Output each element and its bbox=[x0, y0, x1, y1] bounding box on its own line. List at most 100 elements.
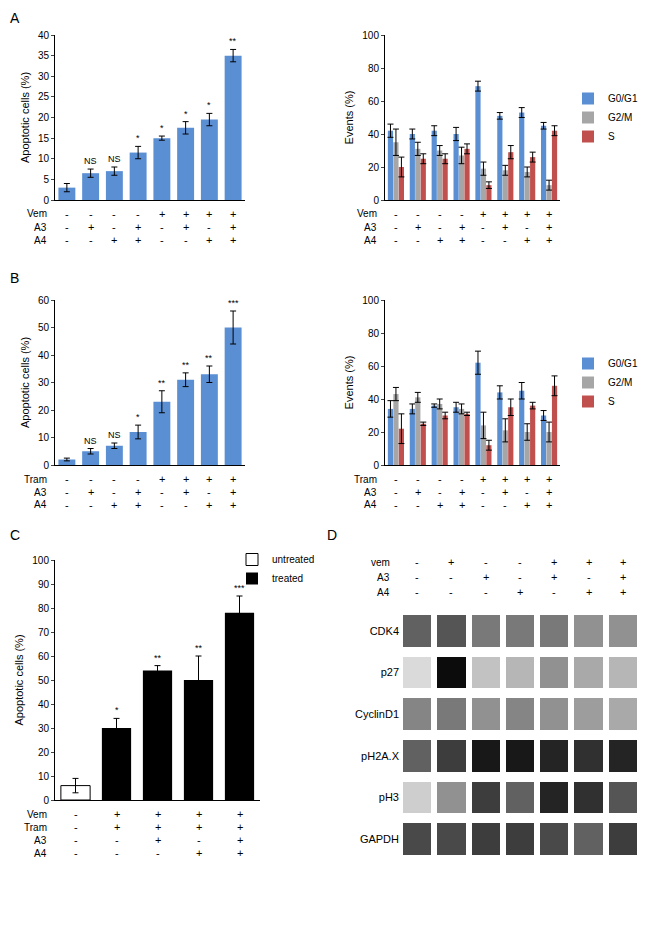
svg-text:+: + bbox=[483, 571, 489, 583]
svg-text:20: 20 bbox=[368, 162, 380, 173]
svg-text:S: S bbox=[608, 131, 615, 142]
svg-text:A3: A3 bbox=[377, 572, 390, 583]
svg-text:-: - bbox=[74, 834, 78, 846]
svg-text:40: 40 bbox=[368, 394, 380, 405]
svg-text:80: 80 bbox=[368, 63, 380, 74]
svg-text:+: + bbox=[88, 486, 94, 498]
svg-text:+: + bbox=[155, 834, 161, 846]
svg-text:+: + bbox=[237, 847, 243, 859]
svg-text:*: * bbox=[115, 705, 119, 715]
svg-text:+: + bbox=[230, 208, 236, 220]
svg-text:CDK4: CDK4 bbox=[370, 625, 399, 637]
svg-text:+: + bbox=[459, 234, 465, 246]
svg-text:*: * bbox=[160, 123, 164, 133]
svg-text:-: - bbox=[65, 486, 69, 498]
svg-text:-: - bbox=[416, 499, 420, 511]
svg-text:+: + bbox=[230, 473, 236, 485]
svg-text:Apoptotic cells (%): Apoptotic cells (%) bbox=[19, 72, 31, 163]
svg-text:-: - bbox=[525, 486, 529, 498]
svg-text:+: + bbox=[196, 821, 202, 833]
svg-text:+: + bbox=[159, 208, 165, 220]
svg-text:-: - bbox=[115, 847, 119, 859]
svg-text:Events (%): Events (%) bbox=[343, 356, 355, 410]
svg-text:-: - bbox=[112, 473, 116, 485]
svg-text:+: + bbox=[620, 556, 626, 568]
svg-text:-: - bbox=[503, 234, 507, 246]
svg-text:0: 0 bbox=[43, 460, 49, 471]
svg-text:-: - bbox=[484, 556, 488, 568]
svg-text:-: - bbox=[587, 571, 591, 583]
svg-text:-: - bbox=[518, 556, 522, 568]
svg-text:+: + bbox=[502, 221, 508, 233]
svg-text:-: - bbox=[197, 834, 201, 846]
svg-text:+: + bbox=[230, 486, 236, 498]
svg-text:50: 50 bbox=[38, 322, 50, 333]
svg-text:30: 30 bbox=[38, 71, 50, 82]
svg-text:60: 60 bbox=[38, 295, 50, 306]
svg-text:treated: treated bbox=[272, 573, 303, 584]
svg-text:Events (%): Events (%) bbox=[343, 91, 355, 145]
svg-text:+: + bbox=[111, 234, 117, 246]
svg-text:p27: p27 bbox=[381, 666, 399, 678]
svg-text:-: - bbox=[89, 473, 93, 485]
svg-text:+: + bbox=[183, 486, 189, 498]
svg-text:-: - bbox=[160, 499, 164, 511]
svg-text:Tram: Tram bbox=[24, 474, 47, 485]
svg-text:G0/G1: G0/G1 bbox=[608, 358, 638, 369]
svg-text:60: 60 bbox=[368, 96, 380, 107]
svg-text:-: - bbox=[184, 499, 188, 511]
svg-text:-: - bbox=[481, 486, 485, 498]
svg-text:-: - bbox=[438, 473, 442, 485]
svg-text:A3: A3 bbox=[364, 487, 377, 498]
svg-text:A4: A4 bbox=[34, 235, 47, 246]
svg-text:+: + bbox=[546, 221, 552, 233]
svg-text:A3: A3 bbox=[34, 835, 47, 846]
svg-text:pH2A.X: pH2A.X bbox=[361, 750, 400, 762]
svg-text:-: - bbox=[416, 473, 420, 485]
svg-text:-: - bbox=[160, 486, 164, 498]
svg-text:-: - bbox=[184, 234, 188, 246]
svg-text:Apoptotic cells (%): Apoptotic cells (%) bbox=[19, 337, 31, 428]
svg-text:+: + bbox=[196, 808, 202, 820]
svg-text:A4: A4 bbox=[364, 499, 377, 510]
svg-text:20: 20 bbox=[38, 747, 50, 758]
svg-text:+: + bbox=[586, 556, 592, 568]
svg-text:40: 40 bbox=[38, 699, 50, 710]
svg-text:20: 20 bbox=[38, 405, 50, 416]
svg-text:-: - bbox=[416, 208, 420, 220]
svg-text:+: + bbox=[586, 586, 592, 598]
svg-text:-: - bbox=[74, 821, 78, 833]
svg-text:-: - bbox=[65, 234, 69, 246]
svg-text:C: C bbox=[10, 527, 20, 543]
svg-text:A3: A3 bbox=[34, 222, 47, 233]
svg-text:100: 100 bbox=[362, 295, 379, 306]
svg-text:+: + bbox=[546, 486, 552, 498]
svg-text:B: B bbox=[10, 270, 19, 286]
svg-text:*: * bbox=[207, 100, 211, 110]
svg-text:-: - bbox=[112, 221, 116, 233]
svg-text:+: + bbox=[502, 486, 508, 498]
svg-text:+: + bbox=[183, 208, 189, 220]
svg-text:+: + bbox=[183, 221, 189, 233]
svg-text:-: - bbox=[160, 221, 164, 233]
svg-text:-: - bbox=[207, 486, 211, 498]
svg-text:Apoptotic cells (%): Apoptotic cells (%) bbox=[13, 634, 25, 725]
svg-text:40: 40 bbox=[368, 129, 380, 140]
svg-text:50: 50 bbox=[38, 675, 50, 686]
svg-text:-: - bbox=[415, 586, 419, 598]
svg-text:S: S bbox=[608, 396, 615, 407]
svg-text:+: + bbox=[159, 473, 165, 485]
svg-text:pH3: pH3 bbox=[379, 791, 399, 803]
svg-text:-: - bbox=[89, 499, 93, 511]
svg-text:40: 40 bbox=[38, 350, 50, 361]
svg-text:+: + bbox=[502, 208, 508, 220]
svg-text:vem: vem bbox=[371, 557, 390, 568]
svg-text:A4: A4 bbox=[34, 848, 47, 859]
svg-text:*: * bbox=[136, 133, 140, 143]
svg-text:*: * bbox=[136, 412, 140, 422]
svg-text:A4: A4 bbox=[364, 235, 377, 246]
svg-text:+: + bbox=[135, 221, 141, 233]
svg-text:G2/M: G2/M bbox=[608, 112, 632, 123]
svg-text:+: + bbox=[135, 234, 141, 246]
svg-text:Vem: Vem bbox=[27, 208, 47, 219]
